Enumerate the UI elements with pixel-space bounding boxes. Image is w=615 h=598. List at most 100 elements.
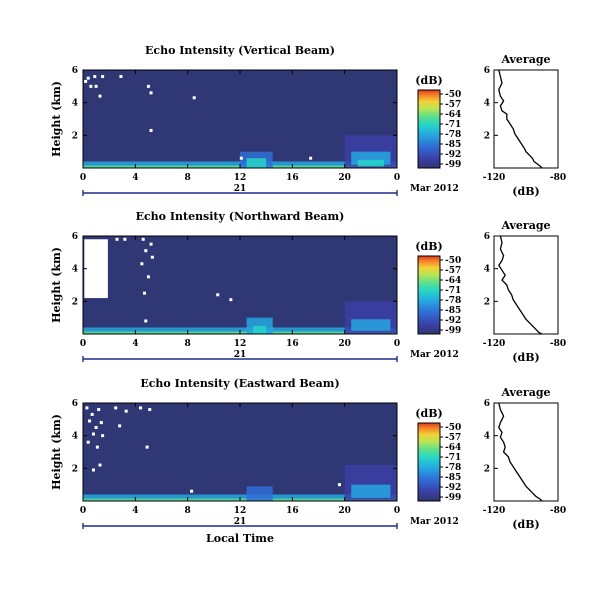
noise-gap: [98, 94, 102, 98]
noise-gap: [190, 489, 194, 493]
x-tick-label: 12: [234, 173, 247, 183]
noise-gap: [146, 275, 150, 279]
x-axis-label: Local Time: [206, 532, 274, 545]
x-tick-label: 0: [80, 173, 86, 183]
average-title: Average: [500, 219, 550, 232]
average-frame: [493, 402, 559, 502]
average-x-tick-label: -120: [483, 506, 506, 516]
noise-gap: [101, 434, 105, 438]
signal-region: [253, 325, 267, 334]
noise-gap: [86, 76, 90, 80]
x-tick-label: 20: [338, 339, 351, 349]
noise-gap: [144, 319, 148, 323]
y-axis-label: Height (km): [50, 81, 63, 157]
colorbar-unit: (dB): [415, 407, 442, 420]
signal-region: [351, 319, 391, 331]
y-axis-label: Height (km): [50, 247, 63, 323]
noise-gap: [101, 75, 105, 79]
x-tick-label: 12: [234, 339, 247, 349]
noise-gap: [216, 293, 220, 297]
noise-block: [84, 239, 108, 299]
noise-gap: [141, 237, 145, 241]
panel-row-1: Echo Intensity (Vertical Beam) 6 4 2 Height …: [50, 44, 566, 198]
average-x-axis-label: (dB): [512, 351, 539, 364]
noise-gap: [337, 483, 341, 487]
y-tick-label: 6: [72, 232, 78, 242]
colorbar-unit: (dB): [415, 74, 442, 87]
average-x-tick-label: -120: [483, 339, 506, 349]
signal-region: [357, 159, 384, 167]
colorbar-tick-label: -92: [445, 150, 461, 160]
x-tick-label: 0: [80, 339, 86, 349]
colorbar-tick-label: -64: [445, 110, 461, 120]
noise-gap: [149, 128, 153, 132]
heatmap-title: Echo Intensity (Northward Beam): [136, 210, 345, 223]
x-tick-label: 12: [234, 506, 247, 516]
noise-gap: [89, 84, 93, 88]
noise-gap: [94, 84, 98, 88]
noise-gap: [119, 75, 123, 79]
y-axis-label: Height (km): [50, 414, 63, 490]
x-tick-label: 20: [338, 506, 351, 516]
noise-gap: [192, 96, 196, 100]
signal-region: [246, 486, 273, 501]
date-day-label: 21: [234, 350, 247, 360]
signal-region: [246, 158, 267, 168]
average-x-tick-label: -80: [550, 173, 566, 183]
colorbar-tick-label: -50: [445, 256, 461, 266]
colorbar: [417, 422, 441, 502]
noise-gap: [88, 419, 92, 423]
noise-gap: [91, 432, 95, 436]
x-tick-label: 0: [80, 506, 86, 516]
date-day-label: 21: [234, 517, 247, 527]
y-tick-label: 2: [72, 297, 78, 307]
colorbar-tick-label: -85: [445, 306, 461, 316]
colorbar-unit: (dB): [415, 240, 442, 253]
noise-gap: [99, 421, 103, 425]
noise-gap: [85, 406, 89, 410]
colorbar-tick-label: -50: [445, 90, 461, 100]
colorbar: [417, 255, 441, 335]
average-y-tick-label: 4: [484, 265, 490, 275]
average-title: Average: [500, 386, 550, 399]
noise-gap: [91, 468, 95, 472]
x-tick-label: 16: [286, 339, 299, 349]
colorbar-tick-label: -57: [445, 433, 461, 443]
colorbar-tick-label: -99: [445, 326, 461, 336]
y-tick-label: 2: [72, 464, 78, 474]
x-tick-label: 4: [132, 339, 138, 349]
noise-gap: [84, 79, 88, 83]
panel-row-3: Echo Intensity (Eastward Beam) 6 4 2 Height …: [50, 377, 566, 545]
date-month-year-label: Mar 2012: [410, 350, 459, 360]
colorbar-tick-label: -64: [445, 276, 461, 286]
x-tick-label: 8: [185, 173, 191, 183]
x-tick-label: 20: [338, 173, 351, 183]
average-y-tick-label: 6: [484, 66, 490, 76]
colorbar-tick-label: -78: [445, 296, 461, 306]
average-profile-line: [498, 402, 543, 502]
noise-gap: [229, 298, 233, 302]
noise-gap: [97, 408, 101, 412]
noise-gap: [95, 445, 99, 449]
heatmap-title: Echo Intensity (Vertical Beam): [145, 44, 335, 57]
average-y-tick-label: 6: [484, 232, 490, 242]
date-month-year-label: Mar 2012: [410, 517, 459, 527]
noise-gap: [118, 424, 122, 428]
x-tick-label: 4: [132, 173, 138, 183]
panel-row-2: Echo Intensity (Northward Beam) 6 4 2 Height…: [50, 210, 566, 364]
noise-gap: [94, 426, 98, 429]
average-x-tick-label: -80: [550, 506, 566, 516]
noise-gap: [144, 249, 148, 253]
noise-gap: [98, 463, 102, 467]
noise-gap: [123, 237, 127, 241]
average-y-tick-label: 2: [484, 131, 490, 141]
x-tick-label: 0: [394, 506, 400, 516]
average-frame: [493, 69, 559, 169]
average-x-axis-label: (dB): [512, 518, 539, 531]
x-tick-label: 16: [286, 173, 299, 183]
colorbar-tick-label: -71: [445, 286, 461, 296]
noise-gap: [115, 237, 119, 241]
colorbar-tick-label: -85: [445, 473, 461, 483]
heatmap-title: Echo Intensity (Eastward Beam): [140, 377, 339, 390]
y-tick-label: 4: [72, 265, 78, 275]
